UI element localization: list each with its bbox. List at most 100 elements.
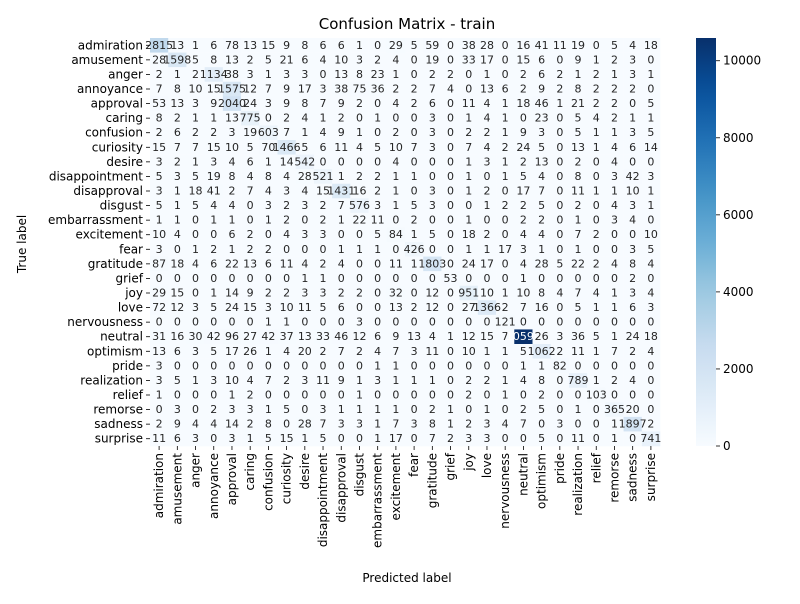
heatmap-cell: [368, 110, 388, 126]
heatmap-cell: [568, 212, 588, 228]
heatmap-cell: [441, 256, 460, 272]
heatmap-cell: [514, 402, 533, 418]
heatmap-cell-value: 0: [502, 228, 509, 241]
heatmap-cell-value: 1: [210, 214, 217, 227]
heatmap-cell: [277, 52, 297, 68]
heatmap-cell-value: 0: [447, 287, 454, 300]
chart-title: Confusion Matrix - train: [319, 15, 495, 33]
heatmap-cell-value: 1: [247, 432, 254, 445]
heatmap-cell-value: 0: [374, 257, 381, 270]
heatmap-cell-value: 0: [411, 155, 418, 168]
heatmap-cell-value: 0: [210, 272, 217, 285]
heatmap-cell-value: 18: [462, 228, 476, 241]
heatmap-cell-value: 0: [556, 272, 563, 285]
heatmap-cell: [641, 169, 661, 185]
heatmap-cell-value: 78: [225, 39, 239, 52]
heatmap-cell: [241, 242, 260, 257]
heatmap-cell-value: 2: [411, 83, 418, 96]
heatmap-cell: [241, 300, 260, 316]
heatmap-cell: [241, 271, 260, 287]
heatmap-cell-value: 0: [265, 112, 272, 125]
heatmap-cell-value: 1: [502, 126, 509, 139]
heatmap-cell: [587, 242, 606, 257]
heatmap-cell-value: 3: [429, 185, 436, 198]
heatmap-cell: [277, 125, 297, 141]
heatmap-cell: [332, 344, 351, 359]
heatmap-cell-value: 1: [338, 170, 345, 183]
heatmap-cell-value: 13: [243, 39, 257, 52]
heatmap-cell-value: 1: [647, 68, 654, 81]
heatmap-cell-value: 37: [280, 330, 294, 343]
heatmap-cell: [623, 242, 643, 257]
heatmap-cell: [241, 387, 260, 403]
heatmap-cell: [568, 96, 588, 112]
heatmap-cell: [313, 52, 333, 68]
heatmap-cell-value: 0: [483, 272, 490, 285]
heatmap-cell-value: 6: [320, 141, 327, 154]
heatmap-cell-value: 8: [429, 418, 436, 431]
heatmap-cell-value: 103: [586, 389, 607, 402]
heatmap-cell: [568, 183, 588, 199]
heatmap-cell-value: 8: [301, 97, 308, 110]
heatmap-cell-value: 10: [644, 228, 658, 241]
heatmap-cell-value: 0: [593, 418, 600, 431]
x-tick-label: disappointment: [316, 453, 330, 547]
heatmap-cell-value: 9: [247, 287, 254, 300]
heatmap-cell-value: 75: [352, 83, 366, 96]
heatmap-cell-value: 0: [447, 316, 454, 329]
heatmap-cell-value: 38: [225, 68, 239, 81]
heatmap-cell-value: 0: [283, 359, 290, 372]
heatmap-cell: [423, 140, 442, 155]
heatmap-cell: [605, 52, 624, 68]
heatmap-cell-value: 1: [611, 185, 618, 198]
heatmap-cell: [368, 154, 388, 170]
heatmap-cell-value: 4: [301, 185, 308, 198]
heatmap-cell-value: 0: [556, 126, 563, 139]
heatmap-cell: [222, 373, 242, 389]
heatmap-cell: [514, 314, 533, 330]
heatmap-cell-value: 0: [556, 228, 563, 241]
heatmap-cell: [204, 38, 224, 53]
heatmap-cell-value: 38: [462, 39, 476, 52]
heatmap-cell: [277, 38, 297, 53]
heatmap-cell: [386, 81, 406, 97]
heatmap-cell-value: 1: [411, 374, 418, 387]
heatmap-cell: [459, 344, 479, 359]
heatmap-cell-value: 4: [210, 418, 217, 431]
heatmap-cell-value: 2: [447, 432, 454, 445]
heatmap-cell-value: 0: [192, 316, 199, 329]
heatmap-cell-value: 2: [156, 68, 163, 81]
heatmap-cell: [587, 183, 606, 199]
heatmap-cell: [295, 314, 315, 330]
heatmap-cell-value: 9: [283, 97, 290, 110]
heatmap-cell-value: 0: [392, 112, 399, 125]
heatmap-cell-value: 3: [247, 68, 254, 81]
heatmap-cell-value: 0: [338, 272, 345, 285]
heatmap-cell-value: 4: [593, 287, 600, 300]
heatmap-cell: [641, 110, 661, 126]
heatmap-cell: [368, 242, 388, 257]
heatmap-cell-value: 0: [156, 316, 163, 329]
heatmap-cell: [641, 314, 661, 330]
heatmap-cell-value: 0: [502, 403, 509, 416]
heatmap-cell: [295, 402, 315, 418]
heatmap-cell-value: 0: [556, 301, 563, 314]
heatmap-cell: [222, 358, 242, 374]
heatmap-cell: [459, 67, 479, 83]
heatmap-cell: [259, 212, 278, 228]
heatmap-cell-value: 0: [502, 39, 509, 52]
heatmap-cell: [186, 67, 205, 83]
heatmap-cell: [204, 329, 224, 345]
heatmap-cell-value: 14: [225, 287, 239, 300]
heatmap-cell-value: 0: [575, 418, 582, 431]
heatmap-cell: [277, 67, 297, 83]
heatmap-cell: [514, 169, 533, 185]
heatmap-cell: [496, 52, 515, 68]
heatmap-cell-value: 6: [538, 53, 545, 66]
heatmap-cell: [259, 169, 278, 185]
heatmap-cell-value: 7: [575, 228, 582, 241]
heatmap-cell: [623, 416, 643, 432]
heatmap-cell: [532, 402, 552, 418]
heatmap-cell-value: 2: [538, 389, 545, 402]
heatmap-cell-value: 3: [174, 170, 181, 183]
